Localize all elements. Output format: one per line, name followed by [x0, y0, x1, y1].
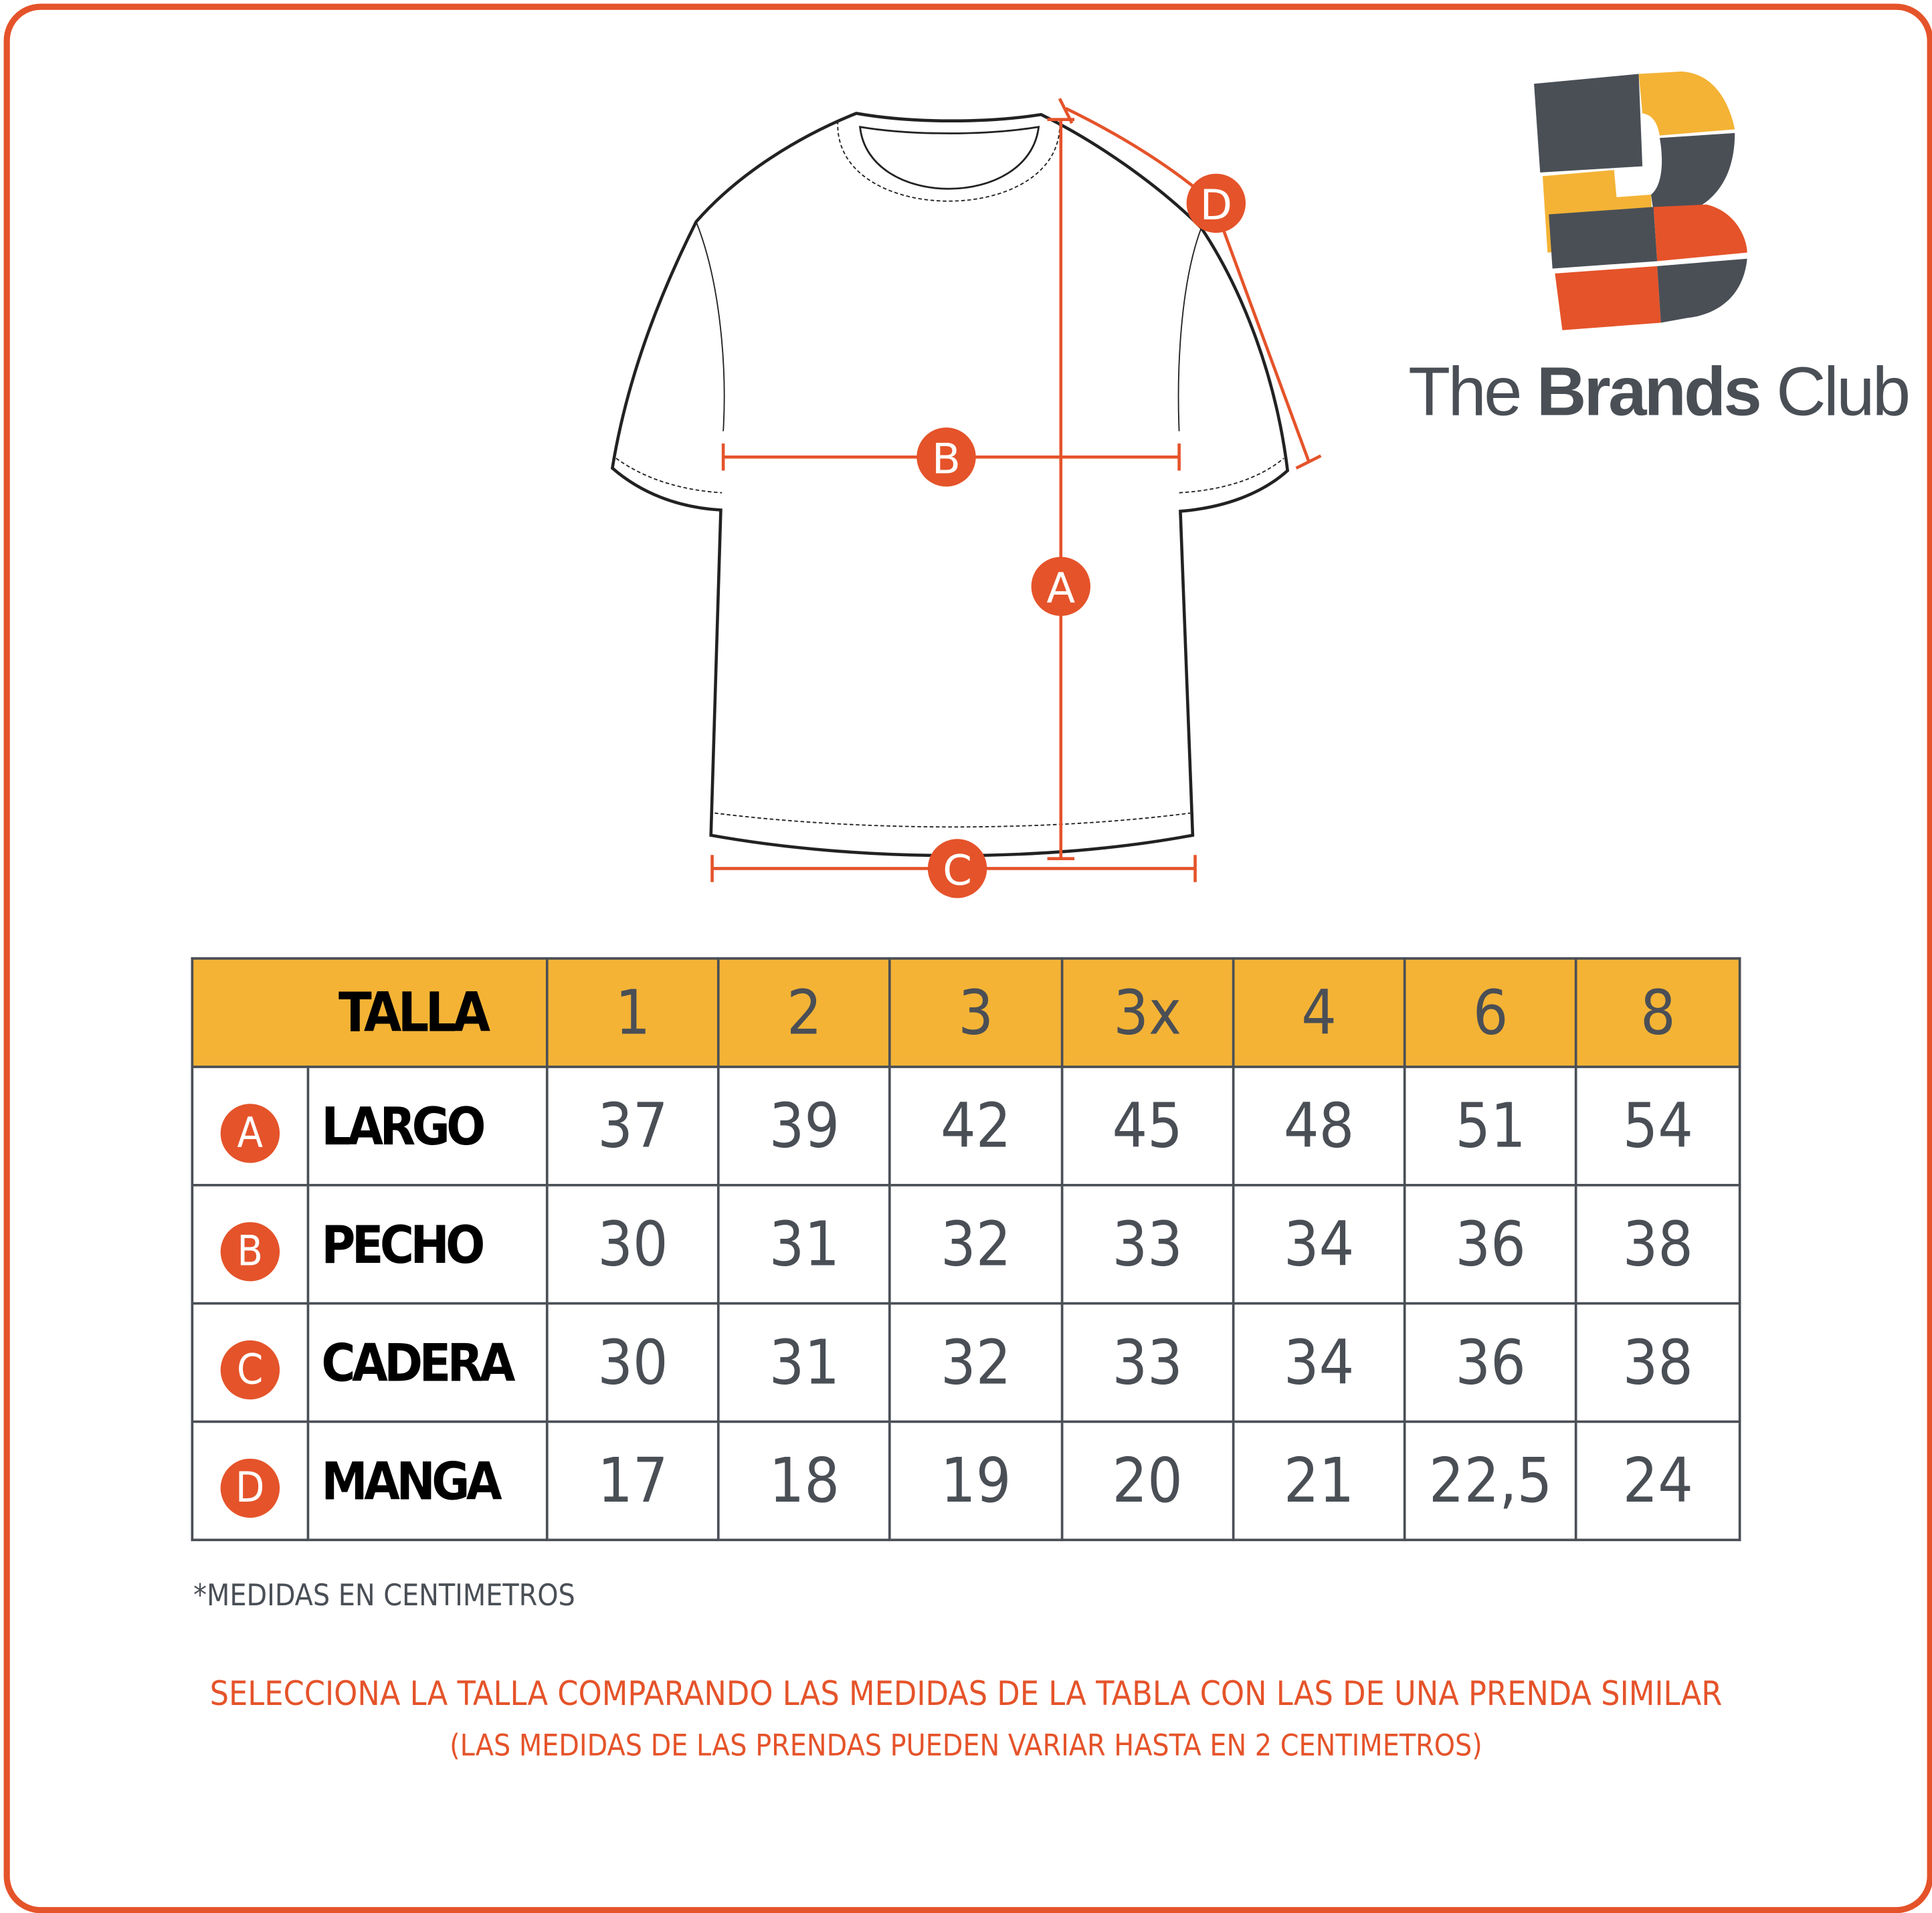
size-col: 6 — [1404, 957, 1577, 1068]
table-header: TALLA 1 2 3 3x 4 6 8 — [191, 957, 1741, 1068]
badge-a: A — [220, 1103, 280, 1163]
cell: 51 — [1404, 1066, 1577, 1187]
svg-text:A: A — [1046, 564, 1075, 613]
cell: 38 — [1575, 1183, 1741, 1305]
cell: 42 — [888, 1066, 1064, 1187]
advice-line-2: (LAS MEDIDAS DE LAS PRENDAS PUEDEN VARIA… — [450, 1728, 1482, 1763]
table-row-largo: A LARGO 37 39 42 45 48 51 54 — [191, 1066, 1741, 1187]
svg-text:D: D — [1200, 181, 1232, 229]
cell: 39 — [717, 1066, 891, 1187]
size-col: 3 — [888, 957, 1064, 1068]
measure-badge-b: B — [916, 427, 976, 487]
row-label: LARGO — [306, 1066, 549, 1187]
size-table: TALLA 1 2 3 3x 4 6 8 A LARGO 37 39 42 45… — [191, 957, 1741, 1542]
brand-logo-mark — [1534, 71, 1747, 330]
units-footnote: *MEDIDAS EN CENTIMETROS — [193, 1578, 575, 1613]
cell: 20 — [1060, 1420, 1234, 1542]
brand-name: The Brands Club — [1408, 352, 1911, 430]
talla-header: TALLA — [191, 957, 549, 1068]
measure-badge-c: C — [927, 839, 987, 898]
cell: 22,5 — [1404, 1420, 1577, 1542]
tshirt-diagram: B A C D — [610, 71, 1747, 898]
cell: 33 — [1060, 1302, 1234, 1423]
row-label: MANGA — [306, 1420, 549, 1542]
cell: 36 — [1404, 1183, 1577, 1305]
badge-d: D — [220, 1457, 280, 1518]
cell: 34 — [1232, 1302, 1407, 1423]
cell: 21 — [1232, 1420, 1407, 1542]
advice-line-1: SELECCIONA LA TALLA COMPARANDO LAS MEDID… — [209, 1675, 1723, 1714]
cell: 36 — [1404, 1302, 1577, 1423]
cell: 37 — [545, 1066, 720, 1187]
cell: 33 — [1060, 1183, 1234, 1305]
size-col: 4 — [1232, 957, 1407, 1068]
row-label: CADERA — [306, 1302, 549, 1423]
cell: 38 — [1575, 1302, 1741, 1423]
cell: 48 — [1232, 1066, 1407, 1187]
cell: 18 — [717, 1420, 891, 1542]
size-col: 8 — [1575, 957, 1741, 1068]
size-col: 1 — [545, 957, 720, 1068]
size-col: 3x — [1060, 957, 1234, 1068]
cell: 32 — [888, 1183, 1064, 1305]
measure-badge-d: D — [1186, 173, 1246, 233]
table-row-pecho: B PECHO 30 31 32 33 34 36 38 — [191, 1183, 1741, 1305]
cell: 34 — [1232, 1183, 1407, 1305]
size-col: 2 — [717, 957, 891, 1068]
cell: 24 — [1575, 1420, 1741, 1542]
svg-text:C: C — [943, 845, 972, 894]
cell: 54 — [1575, 1066, 1741, 1187]
badge-c: C — [220, 1339, 280, 1399]
cell: 19 — [888, 1420, 1064, 1542]
cell: 32 — [888, 1302, 1064, 1423]
svg-text:B: B — [932, 434, 961, 483]
cell: 31 — [717, 1302, 891, 1423]
cell: 45 — [1060, 1066, 1234, 1187]
cell: 30 — [545, 1183, 720, 1305]
table-row-cadera: C CADERA 30 31 32 33 34 36 38 — [191, 1302, 1741, 1423]
measure-badge-a: A — [1031, 557, 1090, 616]
page-border — [3, 3, 1932, 1913]
table-row-manga: D MANGA 17 18 19 20 21 22,5 24 — [191, 1420, 1741, 1542]
cell: 17 — [545, 1420, 720, 1542]
cell: 31 — [717, 1183, 891, 1305]
row-label: PECHO — [306, 1183, 549, 1305]
cell: 30 — [545, 1302, 720, 1423]
badge-b: B — [220, 1221, 280, 1281]
